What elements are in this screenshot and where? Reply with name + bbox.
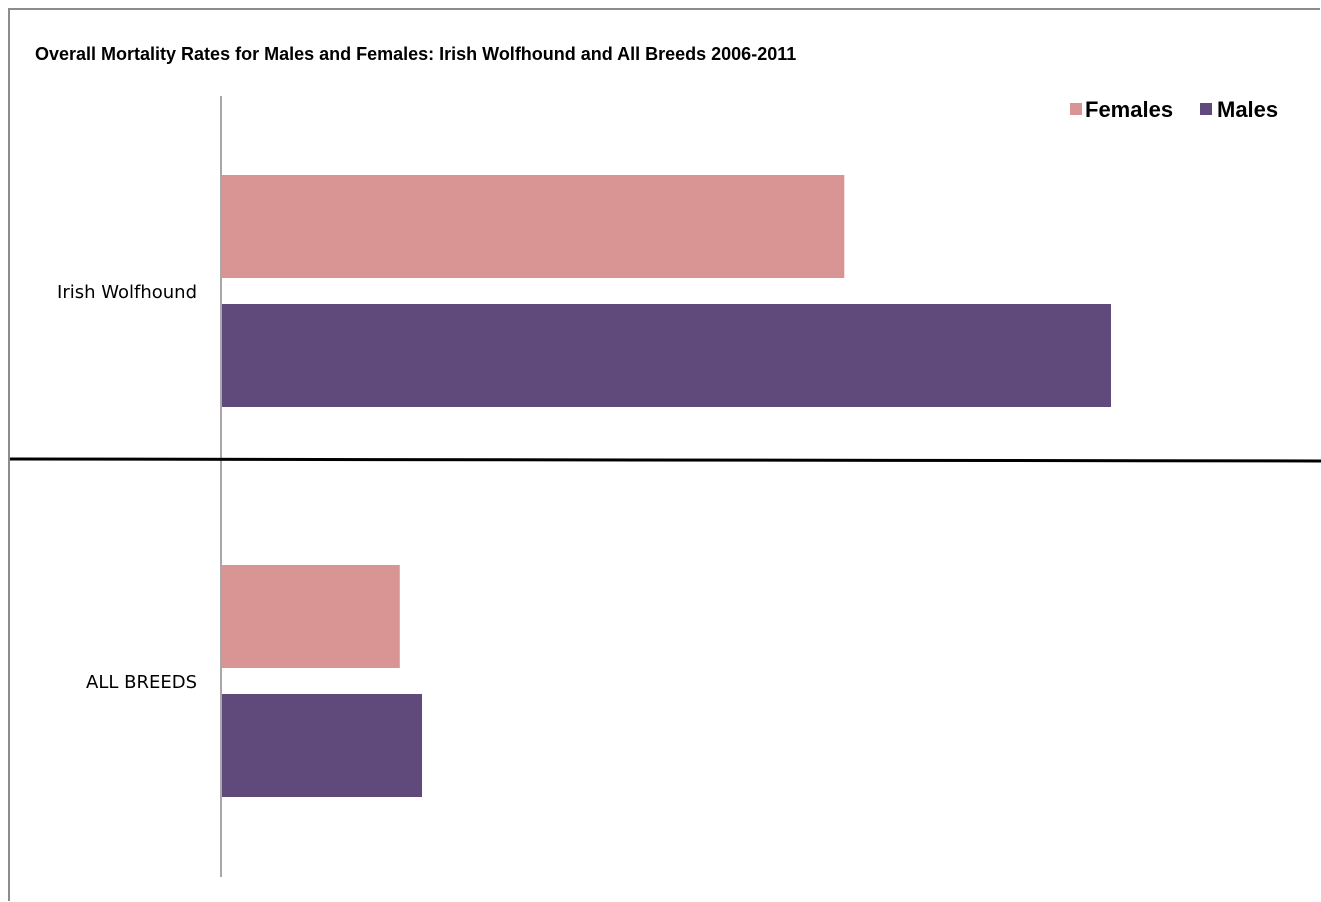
category-divider-line [9, 457, 1321, 463]
legend-swatch-females [1070, 103, 1082, 115]
legend-swatch-males [1200, 103, 1212, 115]
legend-label-males: Males [1217, 97, 1278, 122]
legend: Females Males [1070, 97, 1278, 122]
category-label-all-breeds: ALL BREEDS [86, 672, 197, 693]
legend-label-females: Females [1085, 97, 1173, 122]
bar-all-breeds-males [222, 694, 423, 797]
category-label-irish-wolfhound: Irish Wolfhound [57, 282, 197, 303]
chart-title: Overall Mortality Rates for Males and Fe… [35, 44, 797, 64]
bar-irish-wolfhound-males [222, 304, 1111, 407]
bars-group [222, 175, 1111, 797]
bar-all-breeds-females [222, 565, 400, 668]
bar-irish-wolfhound-females [222, 175, 845, 278]
